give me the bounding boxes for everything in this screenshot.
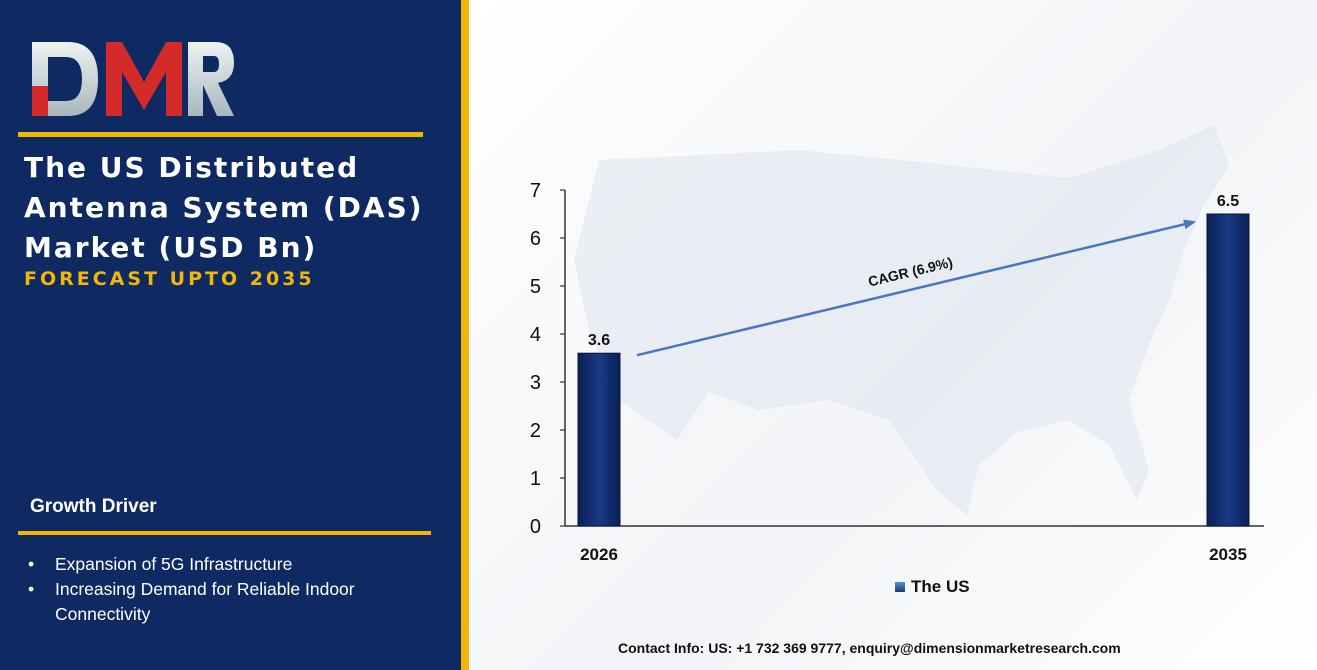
growth-driver-heading: Growth Driver	[30, 496, 157, 517]
bar-2035	[1206, 213, 1250, 527]
title-rule	[18, 132, 423, 137]
x-tick-label: 2035	[1209, 545, 1247, 564]
y-tick-label: 7	[530, 180, 541, 202]
cagr-arrow	[636, 219, 1196, 357]
left-panel: The US Distributed Antenna System (DAS) …	[0, 0, 461, 670]
page-title: The US Distributed Antenna System (DAS) …	[24, 151, 424, 264]
y-tick-label: 6	[530, 228, 541, 250]
legend-label: The US	[911, 577, 970, 596]
growth-driver-rule	[18, 531, 431, 535]
chart-legend: The US	[895, 577, 970, 597]
data-label: 3.6	[588, 332, 610, 349]
y-tick-label: 1	[530, 468, 541, 490]
growth-driver-list: Expansion of 5G Infrastructure Increasin…	[28, 552, 438, 627]
us-map-background	[574, 125, 1229, 515]
growth-driver-item: Increasing Demand for Reliable Indoor Co…	[28, 577, 438, 627]
y-tick-label: 4	[530, 324, 541, 346]
y-tick-label: 5	[530, 276, 541, 298]
y-tick-label: 3	[530, 372, 541, 394]
bar-2026	[577, 352, 621, 527]
growth-driver-item: Expansion of 5G Infrastructure	[28, 552, 438, 577]
y-tick-label: 0	[530, 516, 541, 538]
y-tick-label: 2	[530, 420, 541, 442]
contact-info: Contact Info: US: +1 732 369 9777, enqui…	[618, 640, 1121, 656]
gold-divider	[461, 0, 469, 670]
legend-swatch	[895, 582, 905, 592]
dmr-logo	[32, 42, 234, 116]
page-subtitle: FORECAST UPTO 2035	[24, 268, 315, 290]
data-label: 6.5	[1217, 193, 1239, 210]
x-tick-label: 2026	[580, 545, 618, 564]
